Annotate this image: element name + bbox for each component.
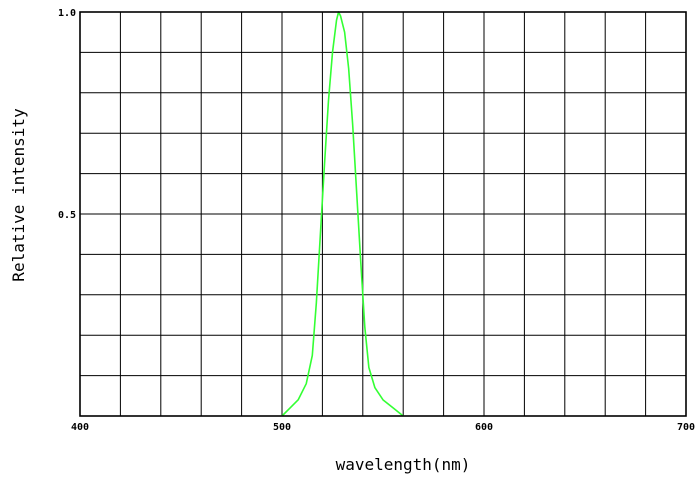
x-tick-label: 700 [677,422,695,433]
x-tick-label: 500 [273,422,291,433]
y-axis-title: Relative intensity [9,108,28,282]
tick-labels: 400 500 600 700 0.5 1.0 [58,8,695,433]
series-line [281,11,404,417]
x-tick-label: 600 [475,422,493,433]
y-tick-label: 1.0 [58,8,76,19]
grid [80,12,686,416]
plot-frame [79,11,687,417]
y-tick-label: 0.5 [58,210,76,221]
x-axis-title: wavelength(nm) [336,455,471,474]
series-layer [281,11,404,417]
plot-border [79,11,687,417]
x-tick-label: 400 [71,422,89,433]
